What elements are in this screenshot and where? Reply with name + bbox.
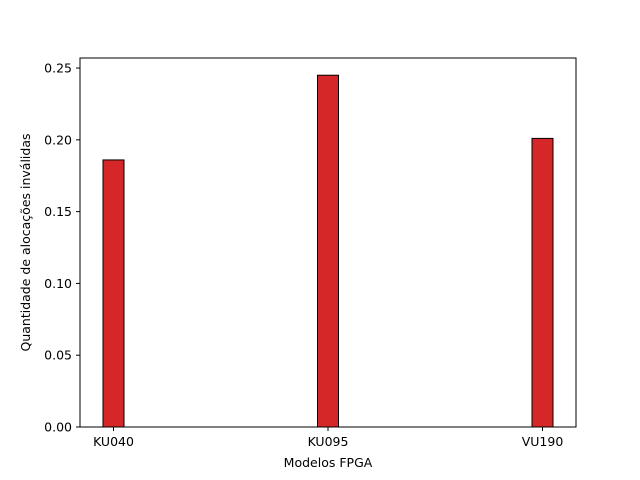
x-tick-label: KU040: [93, 434, 134, 449]
bar-vu190: [531, 137, 554, 428]
y-tick-label: 0.15: [44, 204, 72, 219]
x-axis-label: Modelos FPGA: [284, 455, 373, 470]
x-tick-label: VU190: [522, 434, 564, 449]
y-axis-label: Quantidade de alocações inválidas: [18, 133, 33, 351]
y-tick-label: 0.00: [44, 420, 72, 435]
x-tick-label: KU095: [308, 434, 349, 449]
bars: [102, 74, 554, 428]
y-tick-label: 0.20: [44, 132, 72, 147]
x-axis: KU040 KU095 VU190: [93, 427, 563, 449]
y-tick-label: 0.05: [44, 348, 72, 363]
bar-ku095: [317, 74, 339, 428]
bar-ku040: [102, 159, 125, 428]
y-tick-label: 0.10: [44, 276, 72, 291]
y-tick-label: 0.25: [44, 61, 72, 76]
y-axis: 0.00 0.05 0.10 0.15 0.20 0.25: [44, 61, 80, 435]
